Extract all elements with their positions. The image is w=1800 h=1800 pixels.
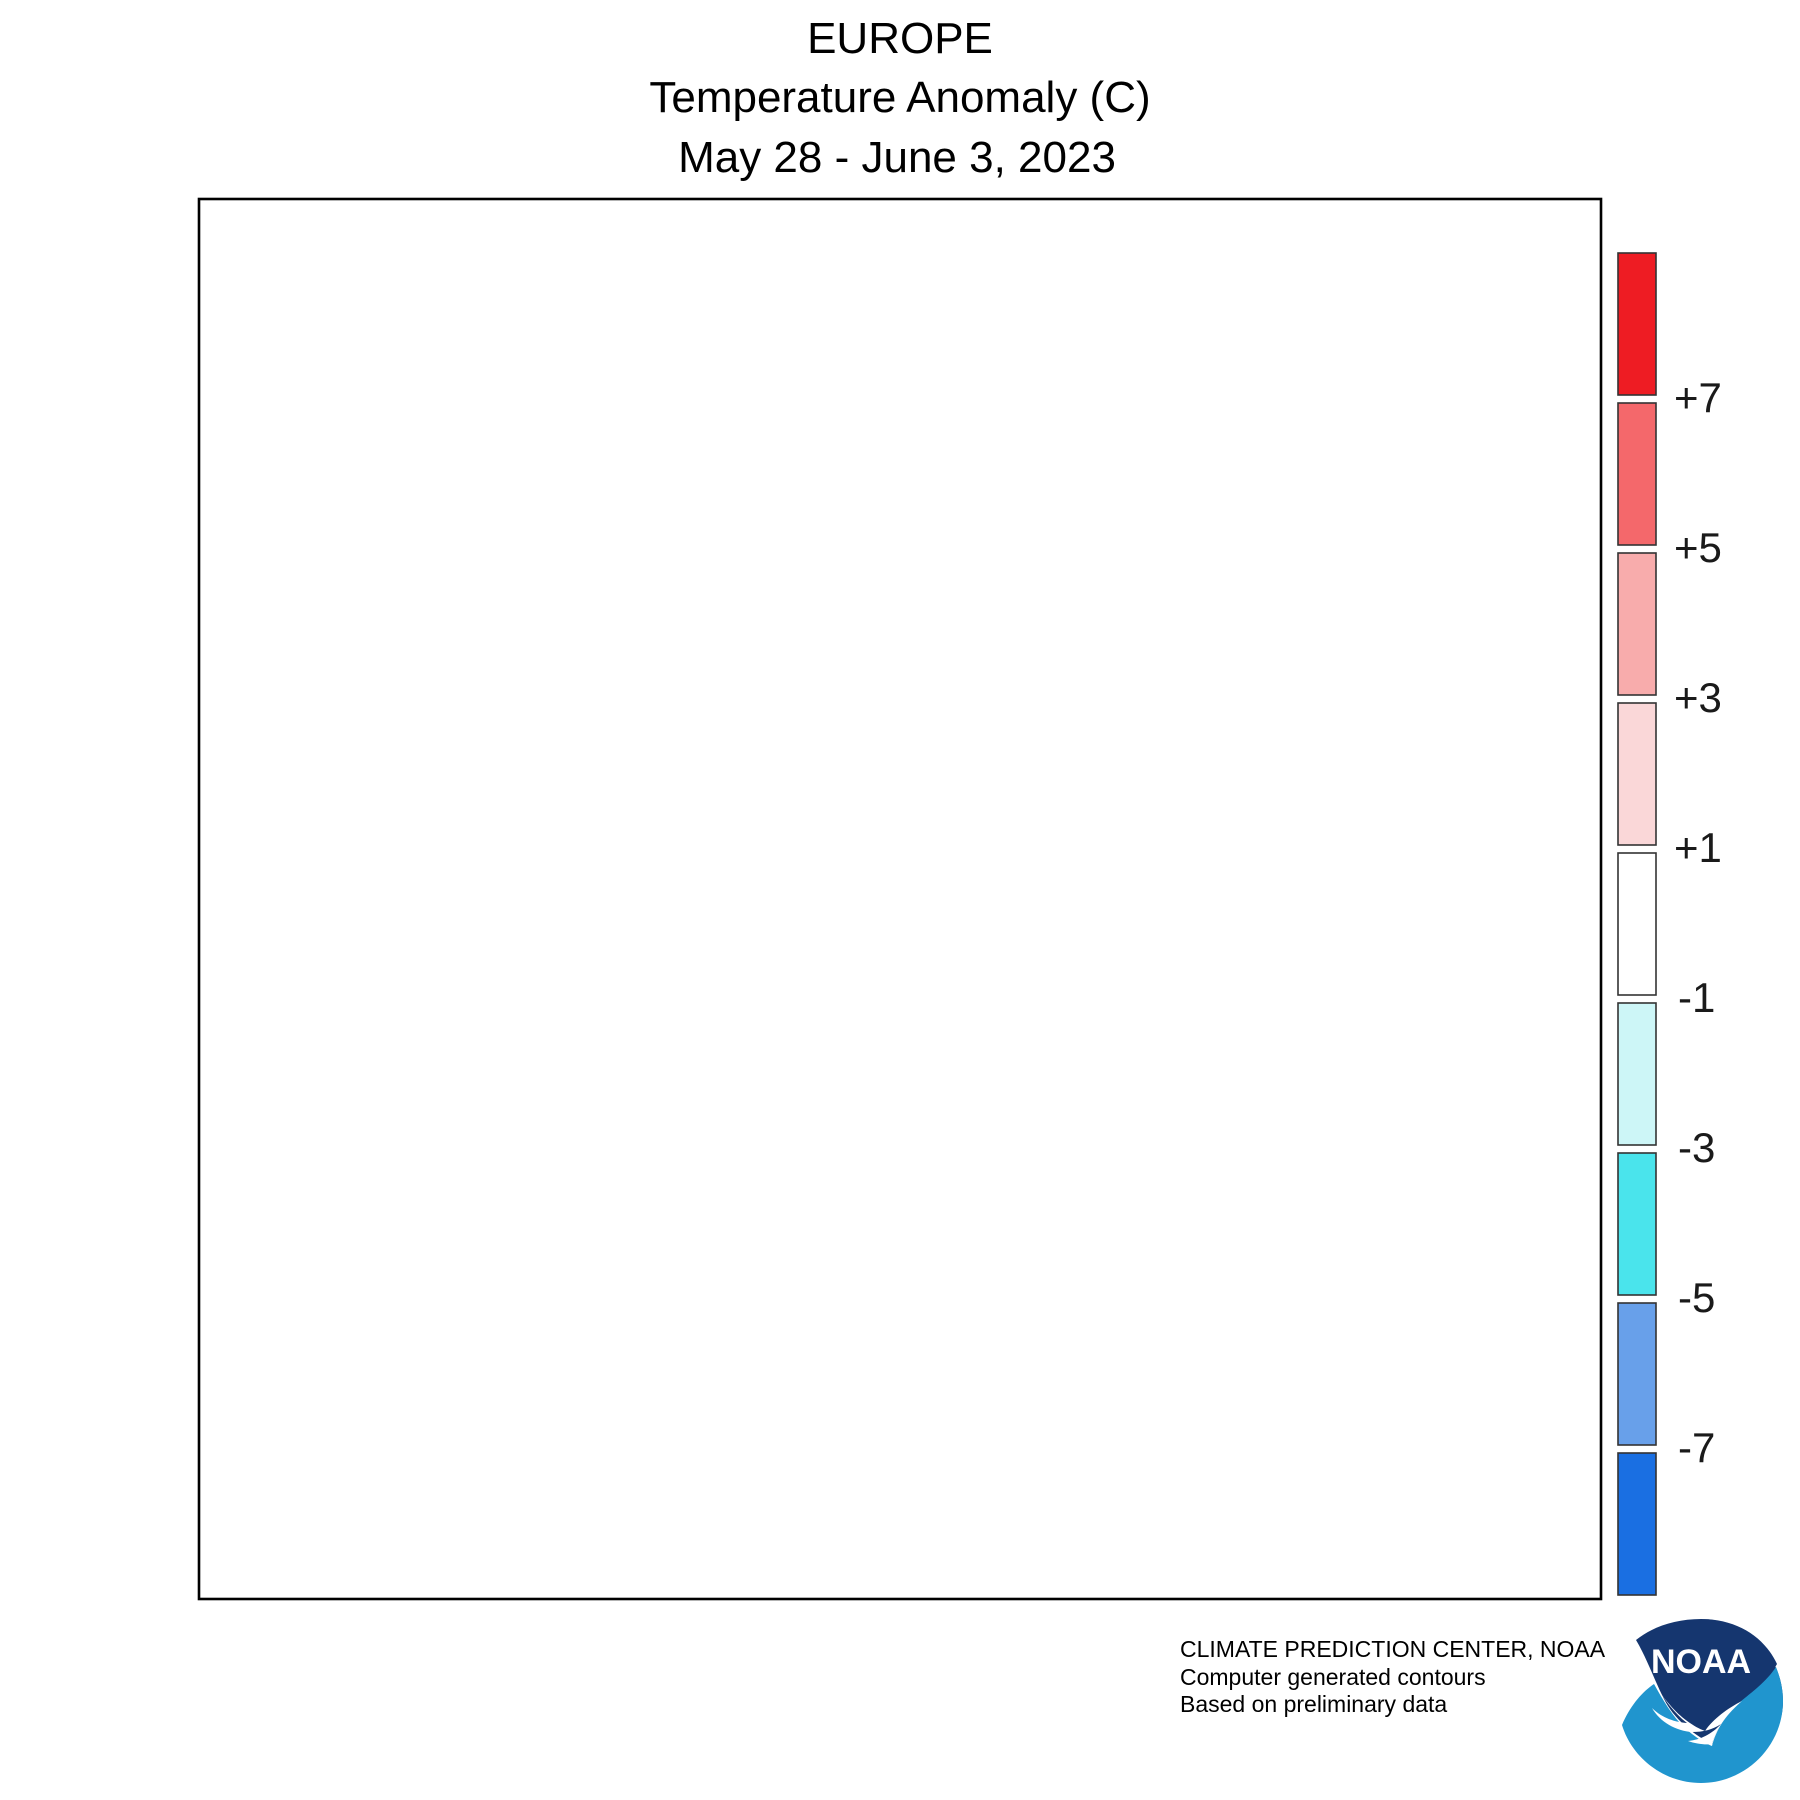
svg-text:CLIMATE PREDICTION CENTER, NOA: CLIMATE PREDICTION CENTER, NOAA: [1180, 1636, 1606, 1662]
svg-text:+5: +5: [1674, 524, 1722, 571]
svg-text:-1: -1: [1678, 974, 1715, 1021]
svg-text:+1: +1: [1674, 824, 1722, 871]
svg-text:-5: -5: [1678, 1274, 1715, 1321]
svg-text:-3: -3: [1678, 1124, 1715, 1171]
svg-text:Based on preliminary data: Based on preliminary data: [1180, 1691, 1447, 1717]
svg-text:+3: +3: [1674, 674, 1722, 721]
svg-text:+7: +7: [1674, 374, 1722, 421]
svg-text:-7: -7: [1678, 1424, 1715, 1471]
svg-text:NOAA: NOAA: [1651, 1643, 1751, 1681]
svg-text:Computer generated contours: Computer generated contours: [1180, 1664, 1486, 1690]
